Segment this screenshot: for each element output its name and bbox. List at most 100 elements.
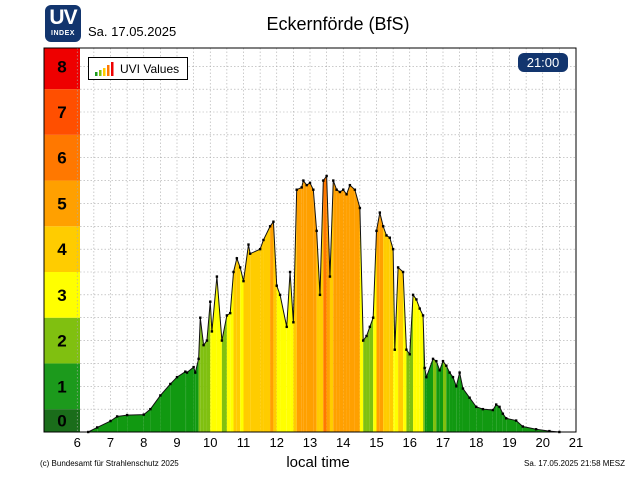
uvi-area-segment (313, 189, 317, 432)
uvi-area-segment (248, 244, 251, 432)
uvi-band-8 (44, 48, 80, 90)
uvi-area-segment (482, 409, 493, 432)
x-tick-label: 14 (336, 435, 350, 450)
uvi-area-segment (240, 267, 244, 432)
uvi-area-segment (354, 189, 360, 432)
uvi-data-point (445, 364, 448, 367)
uvi-area (87, 174, 560, 433)
uvi-data-point (149, 407, 152, 411)
uvi-band-6 (44, 134, 80, 181)
uvi-data-point (435, 359, 438, 363)
uvi-area-segment (97, 421, 111, 432)
uvi-data-point (448, 371, 451, 374)
uvi-data-point (385, 234, 388, 237)
uvi-area-segment (346, 185, 350, 432)
uvi-area-segment (221, 315, 227, 432)
uvi-data-point (348, 183, 352, 187)
legend: UVI Values (88, 57, 188, 80)
uvi-area-segment (177, 371, 186, 432)
uvi-area-segment (492, 404, 497, 432)
uvi-data-point (345, 193, 348, 196)
uvi-area-segment (336, 189, 340, 432)
uvi-data-point (169, 382, 172, 386)
uvi-points (87, 174, 561, 434)
bar-chart-icon (95, 62, 114, 76)
uvi-data-point (368, 325, 372, 329)
uvi-area-segment (286, 272, 291, 432)
x-tick-label: 9 (173, 435, 180, 450)
uvi-area-segment (293, 189, 297, 432)
uvi-data-point (475, 405, 478, 409)
uvi-area-segment (366, 326, 370, 432)
uvi-data-point (431, 357, 435, 361)
x-axis-label: local time (286, 454, 350, 471)
uvi-area-segment (446, 365, 450, 432)
uvi-data-point (325, 174, 328, 178)
uvi-area-segment (413, 294, 417, 432)
uvi-data-point (199, 316, 202, 319)
uvi-data-point (396, 266, 400, 269)
uvi-area-segment (383, 226, 387, 432)
uvi-data-point (534, 428, 538, 431)
uvi-data-point (285, 325, 288, 329)
uvi-data-point (495, 403, 498, 406)
uvi-data-point (455, 385, 458, 388)
uvi-band-label: 2 (57, 332, 66, 351)
uvi-data-point (514, 419, 518, 422)
uvi-data-point (378, 211, 382, 214)
x-tick-label: 18 (469, 435, 483, 450)
uvi-area-segment (409, 294, 414, 432)
uvi-data-point (498, 405, 501, 409)
uvi-data-point (362, 339, 365, 342)
uvi-data-point (262, 238, 265, 242)
uvi-data-point (248, 252, 252, 255)
uvi-band-1 (44, 363, 80, 410)
x-tick-label: 16 (403, 435, 417, 450)
x-tick-label: 10 (203, 435, 217, 450)
uvi-area-segment (211, 276, 217, 432)
uvi-area-segment (319, 180, 324, 432)
uv-index-logo: UV INDEX (45, 5, 81, 42)
uvi-data-point (365, 334, 368, 338)
uvi-data-point (295, 188, 298, 191)
uvi-data-point (461, 387, 465, 390)
uvi-data-point (109, 419, 112, 423)
x-tick-label: 21 (569, 435, 583, 450)
uvi-data-point (353, 188, 357, 191)
x-tick-label: 6 (74, 435, 81, 450)
uvi-data-point (125, 413, 129, 417)
uvi-band-label: 3 (57, 286, 66, 305)
time-badge: 21:00 (518, 53, 568, 72)
uvi-area-segment (301, 180, 304, 432)
uvi-data-point (481, 407, 485, 411)
uvi-area-segment (185, 371, 187, 432)
uvi-band-label: 6 (57, 149, 66, 168)
uvi-band-label: 7 (57, 103, 66, 122)
uvi-data-point (312, 188, 315, 191)
uvi-data-point (192, 365, 195, 369)
uvi-area-segment (426, 358, 434, 432)
x-tick-label: 13 (303, 435, 317, 450)
uvi-area-segment (343, 189, 347, 432)
uvi-data-point (96, 426, 99, 429)
legend-label: UVI Values (120, 62, 180, 76)
uvi-data-point (242, 279, 245, 283)
uvi-data-point (335, 188, 338, 191)
uvi-data-point (247, 243, 250, 246)
uvi-area-segment (416, 299, 420, 432)
uvi-data-point (209, 300, 212, 303)
uvi-data-point (300, 186, 303, 189)
uvi-area-segment (469, 397, 477, 432)
uvi-area-segment (516, 420, 523, 432)
uvi-data-point (501, 412, 505, 415)
uvi-area-segment (198, 317, 201, 432)
uvi-area-segment (329, 180, 334, 432)
uvi-area-segment (443, 361, 447, 432)
uvi-area-segment (349, 185, 355, 432)
uvi-area-segment (373, 230, 377, 432)
uvi-band-label: 0 (57, 412, 66, 431)
uvi-data-point (521, 425, 524, 428)
uvi-area-segment (386, 235, 390, 432)
uvi-data-point (371, 316, 375, 319)
uvi-data-point (235, 257, 239, 260)
